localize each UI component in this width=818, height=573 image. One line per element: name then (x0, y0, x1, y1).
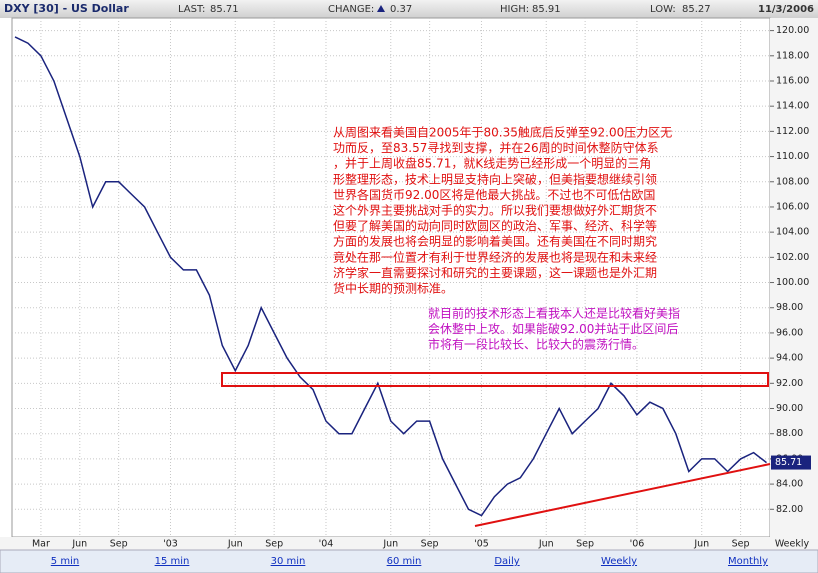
link-bar (0, 549, 818, 573)
stat-value: 85.91 (532, 4, 561, 15)
note-red: ，并于上周收盘85.71，就K线走势已经形成一个明显的三角 (333, 156, 651, 171)
date: 11/3/2006 (758, 4, 814, 15)
x-tick-label: '05 (474, 539, 489, 550)
x-tick-label: '06 (630, 539, 645, 550)
trend-line (474, 463, 771, 527)
note-red: 货中长期的预测标准。 (333, 281, 453, 296)
note-red: 世界各国货币92.00区将是他最大挑战。不过也不可低估欧国 (333, 187, 655, 202)
x-tick-label: Sep (576, 539, 594, 550)
x-tick-label: '03 (163, 539, 178, 550)
price-line (14, 36, 767, 517)
note-red: 方面的发展也将会明显的影响着美国。还有美国在不同时期究 (333, 234, 657, 249)
note-red: 竟处在那一位置才有利于世界经济的发展也将是现在和未来经 (333, 249, 657, 264)
up-arrow (377, 5, 385, 12)
annotations: 从周图来看美国自2005年于80.35触底后反弹至92.00压力区无功而反，至8… (333, 125, 680, 352)
resistance-box (221, 372, 769, 387)
title: DXY [30] - US Dollar (4, 2, 129, 15)
y-tick-label: 100.00 (776, 277, 809, 288)
x-tick-label: Sep (110, 539, 128, 550)
series (14, 36, 767, 517)
stat-value: 85.71 (210, 4, 239, 15)
x-tick-label: Sep (421, 539, 439, 550)
y-tick-label: 114.00 (776, 101, 809, 112)
x-tick-label: Sep (732, 539, 750, 550)
stats: LAST: 85.71 CHANGE: 0.37 HIGH: 85.91 LOW: 85.27 (178, 4, 711, 15)
period-label: Weekly (775, 539, 810, 550)
x-tick-label: Sep (265, 539, 283, 550)
y-tick-label: 82.00 (776, 504, 803, 515)
last-box (771, 455, 811, 470)
note-red: 从周图来看美国自2005年于80.35触底后反弹至92.00压力区无 (333, 125, 672, 140)
y-tick-label: 102.00 (776, 252, 809, 263)
y-tick-label: 92.00 (776, 378, 803, 389)
y-tick-label: 116.00 (776, 75, 809, 86)
stat-label: CHANGE: (328, 4, 374, 15)
grid: 82.0084.0086.0088.0090.0092.0094.0096.00… (12, 18, 810, 550)
y-tick-label: 120.00 (776, 25, 809, 36)
axis-area (770, 18, 818, 537)
period-link[interactable]: Weekly (601, 556, 637, 567)
x-tick-label: Jun (71, 539, 87, 550)
x-tick-label: Jun (382, 539, 398, 550)
y-tick-label: 98.00 (776, 302, 803, 313)
x-axis-area (0, 537, 818, 550)
note-purple: 就目前的技术形态上看我本人还是比较看好美指 (428, 306, 680, 321)
stat-label: HIGH: (500, 4, 529, 15)
last-label: 85.71 (775, 457, 802, 468)
y-tick-label: 110.00 (776, 151, 809, 162)
links: 5 min 15 min 30 min 60 min Daily Weekly Monthl… (51, 556, 768, 567)
period-link[interactable]: 5 min (51, 556, 79, 567)
y-tick-label: 88.00 (776, 428, 803, 439)
period-link[interactable]: Daily (494, 556, 519, 567)
note-red: 这个外界主要挑战对手的实力。所以我们要想做好外汇期货不 (333, 203, 657, 218)
y-tick-label: 84.00 (776, 479, 803, 490)
y-tick-label: 90.00 (776, 403, 803, 414)
x-tick-label: Jun (693, 539, 709, 550)
note-purple: 会休整中上攻。如果能破92.00并站于此区间后 (428, 321, 678, 336)
header-bar (0, 0, 818, 18)
x-tick-label: Jun (227, 539, 243, 550)
x-tick-label: Mar (32, 539, 50, 550)
note-purple: 市将有一段比较长、比较大的震荡行情。 (428, 337, 644, 352)
y-tick-label: 104.00 (776, 227, 809, 238)
y-tick-label: 108.00 (776, 176, 809, 187)
y-tick-label: 118.00 (776, 50, 809, 61)
note-red: 济学家一直需要探讨和研究的主要课题，这一课题也是外汇期 (333, 265, 657, 280)
y-tick-label: 96.00 (776, 327, 803, 338)
y-tick-label: 106.00 (776, 201, 809, 212)
y-tick-label: 112.00 (776, 126, 809, 137)
x-tick-label: Jun (538, 539, 554, 550)
note-red: 功而反，至83.57寻找到支撑，并在26周的时间休整防守体系 (333, 140, 659, 155)
x-tick-label: '04 (319, 539, 334, 550)
note-red: 但要了解美国的动向同时欧圆区的政治、军事、经济、科学等 (333, 218, 657, 233)
period-link[interactable]: 15 min (155, 556, 190, 567)
stat-value: 85.27 (682, 4, 711, 15)
period-link[interactable]: 30 min (271, 556, 306, 567)
note-red: 形整理形态，技术上明显支持向上突破，但美指要想继续引领 (333, 171, 657, 186)
period-link[interactable]: Monthly (728, 556, 768, 567)
stat-label: LAST: (178, 4, 205, 15)
period-link[interactable]: 60 min (387, 556, 422, 567)
y-tick-label: 94.00 (776, 353, 803, 364)
stat-label: LOW: (650, 4, 676, 15)
stat-value: 0.37 (390, 4, 412, 15)
